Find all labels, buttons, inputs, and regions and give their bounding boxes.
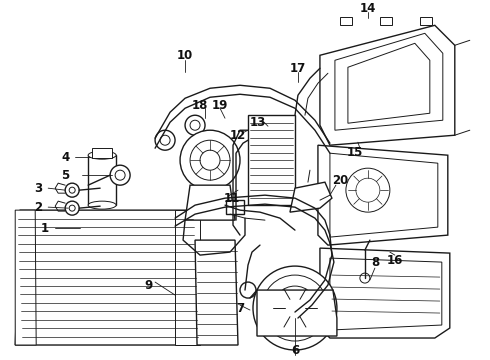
- Polygon shape: [330, 258, 442, 330]
- Polygon shape: [290, 182, 332, 212]
- Circle shape: [65, 183, 79, 197]
- Circle shape: [285, 298, 305, 318]
- Text: 9: 9: [144, 279, 152, 292]
- Circle shape: [346, 168, 390, 212]
- Circle shape: [356, 178, 380, 202]
- Text: 11: 11: [224, 192, 240, 204]
- Text: 4: 4: [61, 151, 69, 164]
- Circle shape: [253, 266, 337, 350]
- Circle shape: [190, 140, 230, 180]
- Circle shape: [65, 201, 79, 215]
- Circle shape: [273, 286, 317, 330]
- Ellipse shape: [88, 151, 116, 159]
- Text: 8: 8: [371, 256, 379, 269]
- Text: 13: 13: [250, 116, 266, 129]
- Polygon shape: [195, 240, 238, 345]
- Text: 20: 20: [332, 174, 348, 187]
- Text: 7: 7: [236, 302, 244, 315]
- Text: 2: 2: [34, 201, 42, 213]
- Polygon shape: [257, 290, 337, 336]
- Circle shape: [69, 187, 75, 193]
- Circle shape: [185, 115, 205, 135]
- Polygon shape: [320, 25, 455, 145]
- Circle shape: [160, 135, 170, 145]
- Text: 10: 10: [177, 49, 193, 62]
- Text: 3: 3: [34, 182, 42, 195]
- Circle shape: [155, 130, 175, 150]
- Polygon shape: [185, 185, 235, 220]
- Bar: [226, 200, 244, 214]
- Circle shape: [240, 282, 256, 298]
- Text: 18: 18: [192, 99, 208, 112]
- Ellipse shape: [88, 201, 116, 209]
- Bar: [380, 17, 392, 25]
- Polygon shape: [330, 153, 438, 237]
- Polygon shape: [175, 210, 200, 345]
- Bar: [420, 17, 432, 25]
- Circle shape: [190, 120, 200, 130]
- Bar: [88, 155, 116, 205]
- Text: 12: 12: [230, 129, 246, 142]
- Circle shape: [115, 170, 125, 180]
- Text: 14: 14: [360, 2, 376, 15]
- Polygon shape: [320, 248, 450, 338]
- Text: 17: 17: [290, 62, 306, 75]
- Polygon shape: [335, 33, 443, 130]
- Polygon shape: [348, 43, 430, 123]
- Bar: [248, 115, 295, 205]
- Circle shape: [69, 205, 75, 211]
- Bar: [340, 17, 352, 25]
- Text: 16: 16: [387, 253, 403, 267]
- Text: 15: 15: [347, 146, 363, 159]
- Polygon shape: [318, 145, 448, 245]
- Bar: [92, 148, 112, 158]
- Circle shape: [200, 150, 220, 170]
- Circle shape: [180, 130, 240, 190]
- Text: 5: 5: [61, 169, 69, 182]
- Polygon shape: [15, 210, 36, 345]
- Circle shape: [262, 275, 328, 341]
- Text: 1: 1: [41, 222, 49, 235]
- Polygon shape: [15, 210, 200, 345]
- Circle shape: [110, 165, 130, 185]
- Text: 6: 6: [291, 343, 299, 356]
- Circle shape: [360, 273, 370, 283]
- Text: 19: 19: [212, 99, 228, 112]
